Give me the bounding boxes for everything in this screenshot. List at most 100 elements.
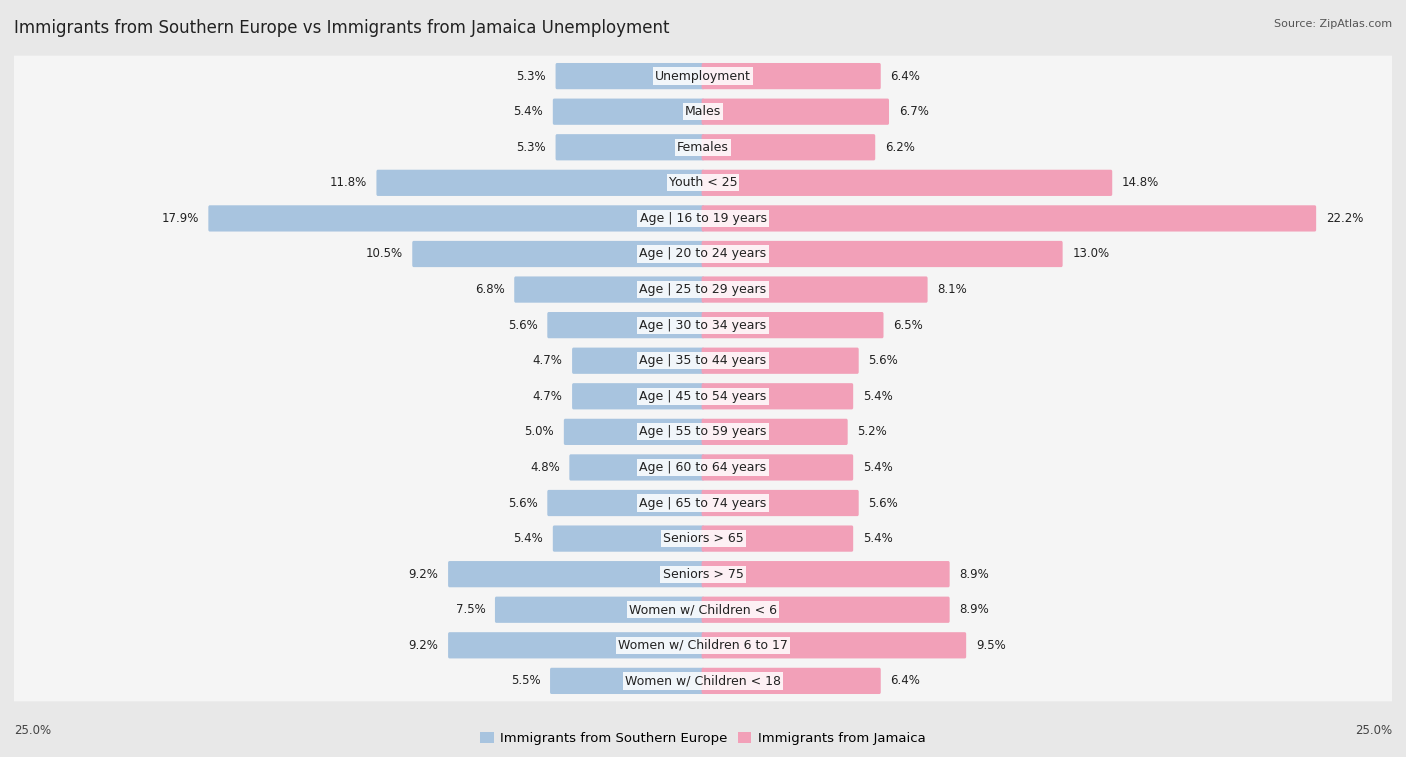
Text: 5.0%: 5.0% <box>524 425 554 438</box>
FancyBboxPatch shape <box>449 561 704 587</box>
Text: 9.2%: 9.2% <box>409 639 439 652</box>
Text: 5.3%: 5.3% <box>516 141 546 154</box>
Text: 4.7%: 4.7% <box>533 354 562 367</box>
FancyBboxPatch shape <box>515 276 704 303</box>
Text: 9.2%: 9.2% <box>409 568 439 581</box>
Text: Age | 65 to 74 years: Age | 65 to 74 years <box>640 497 766 509</box>
FancyBboxPatch shape <box>449 632 704 659</box>
FancyBboxPatch shape <box>495 597 704 623</box>
Text: 5.4%: 5.4% <box>863 390 893 403</box>
Text: 4.7%: 4.7% <box>533 390 562 403</box>
FancyBboxPatch shape <box>550 668 704 694</box>
Text: 11.8%: 11.8% <box>329 176 367 189</box>
FancyBboxPatch shape <box>702 668 880 694</box>
FancyBboxPatch shape <box>702 454 853 481</box>
FancyBboxPatch shape <box>572 383 704 410</box>
FancyBboxPatch shape <box>10 625 1396 665</box>
Text: Age | 55 to 59 years: Age | 55 to 59 years <box>640 425 766 438</box>
FancyBboxPatch shape <box>702 632 966 659</box>
Text: Males: Males <box>685 105 721 118</box>
FancyBboxPatch shape <box>555 134 704 160</box>
Text: 5.6%: 5.6% <box>508 497 537 509</box>
FancyBboxPatch shape <box>10 447 1396 488</box>
FancyBboxPatch shape <box>10 340 1396 382</box>
Text: 13.0%: 13.0% <box>1073 248 1109 260</box>
FancyBboxPatch shape <box>10 163 1396 204</box>
FancyBboxPatch shape <box>702 347 859 374</box>
Text: Seniors > 65: Seniors > 65 <box>662 532 744 545</box>
Text: Age | 45 to 54 years: Age | 45 to 54 years <box>640 390 766 403</box>
Text: 6.4%: 6.4% <box>890 70 921 83</box>
FancyBboxPatch shape <box>702 134 875 160</box>
Text: 25.0%: 25.0% <box>14 724 51 737</box>
FancyBboxPatch shape <box>10 660 1396 701</box>
FancyBboxPatch shape <box>572 347 704 374</box>
Text: 5.6%: 5.6% <box>508 319 537 332</box>
FancyBboxPatch shape <box>547 312 704 338</box>
FancyBboxPatch shape <box>10 375 1396 417</box>
FancyBboxPatch shape <box>10 127 1396 168</box>
FancyBboxPatch shape <box>702 63 880 89</box>
Text: Immigrants from Southern Europe vs Immigrants from Jamaica Unemployment: Immigrants from Southern Europe vs Immig… <box>14 19 669 37</box>
Text: Age | 30 to 34 years: Age | 30 to 34 years <box>640 319 766 332</box>
Text: 6.7%: 6.7% <box>898 105 928 118</box>
Text: Source: ZipAtlas.com: Source: ZipAtlas.com <box>1274 19 1392 29</box>
Text: 25.0%: 25.0% <box>1355 724 1392 737</box>
Text: 5.6%: 5.6% <box>869 354 898 367</box>
Text: 6.5%: 6.5% <box>893 319 922 332</box>
Text: Age | 35 to 44 years: Age | 35 to 44 years <box>640 354 766 367</box>
Text: Women w/ Children < 18: Women w/ Children < 18 <box>626 674 780 687</box>
Text: Youth < 25: Youth < 25 <box>669 176 737 189</box>
Text: Unemployment: Unemployment <box>655 70 751 83</box>
FancyBboxPatch shape <box>553 98 704 125</box>
FancyBboxPatch shape <box>10 269 1396 310</box>
Text: 5.6%: 5.6% <box>869 497 898 509</box>
Legend: Immigrants from Southern Europe, Immigrants from Jamaica: Immigrants from Southern Europe, Immigra… <box>475 727 931 750</box>
FancyBboxPatch shape <box>702 98 889 125</box>
Text: 10.5%: 10.5% <box>366 248 402 260</box>
Text: 5.4%: 5.4% <box>863 461 893 474</box>
FancyBboxPatch shape <box>702 561 949 587</box>
Text: Age | 16 to 19 years: Age | 16 to 19 years <box>640 212 766 225</box>
Text: Seniors > 75: Seniors > 75 <box>662 568 744 581</box>
FancyBboxPatch shape <box>10 411 1396 453</box>
Text: 8.9%: 8.9% <box>959 568 988 581</box>
FancyBboxPatch shape <box>702 419 848 445</box>
Text: 9.5%: 9.5% <box>976 639 1005 652</box>
Text: 22.2%: 22.2% <box>1326 212 1364 225</box>
Text: 5.2%: 5.2% <box>858 425 887 438</box>
FancyBboxPatch shape <box>569 454 704 481</box>
FancyBboxPatch shape <box>702 383 853 410</box>
FancyBboxPatch shape <box>547 490 704 516</box>
Text: Females: Females <box>678 141 728 154</box>
FancyBboxPatch shape <box>702 170 1112 196</box>
Text: 17.9%: 17.9% <box>162 212 198 225</box>
FancyBboxPatch shape <box>10 553 1396 594</box>
Text: Women w/ Children 6 to 17: Women w/ Children 6 to 17 <box>619 639 787 652</box>
Text: 5.5%: 5.5% <box>510 674 540 687</box>
FancyBboxPatch shape <box>10 92 1396 132</box>
Text: 8.1%: 8.1% <box>938 283 967 296</box>
Text: 5.3%: 5.3% <box>516 70 546 83</box>
FancyBboxPatch shape <box>702 597 949 623</box>
FancyBboxPatch shape <box>702 525 853 552</box>
FancyBboxPatch shape <box>702 312 883 338</box>
Text: Age | 60 to 64 years: Age | 60 to 64 years <box>640 461 766 474</box>
Text: 14.8%: 14.8% <box>1122 176 1159 189</box>
FancyBboxPatch shape <box>10 482 1396 524</box>
FancyBboxPatch shape <box>702 205 1316 232</box>
FancyBboxPatch shape <box>10 589 1396 630</box>
Text: 8.9%: 8.9% <box>959 603 988 616</box>
Text: 7.5%: 7.5% <box>456 603 485 616</box>
Text: 6.8%: 6.8% <box>475 283 505 296</box>
Text: 5.4%: 5.4% <box>513 105 543 118</box>
FancyBboxPatch shape <box>208 205 704 232</box>
FancyBboxPatch shape <box>564 419 704 445</box>
FancyBboxPatch shape <box>10 518 1396 559</box>
Text: Women w/ Children < 6: Women w/ Children < 6 <box>628 603 778 616</box>
FancyBboxPatch shape <box>10 56 1396 97</box>
FancyBboxPatch shape <box>10 233 1396 275</box>
FancyBboxPatch shape <box>377 170 704 196</box>
FancyBboxPatch shape <box>702 490 859 516</box>
FancyBboxPatch shape <box>555 63 704 89</box>
